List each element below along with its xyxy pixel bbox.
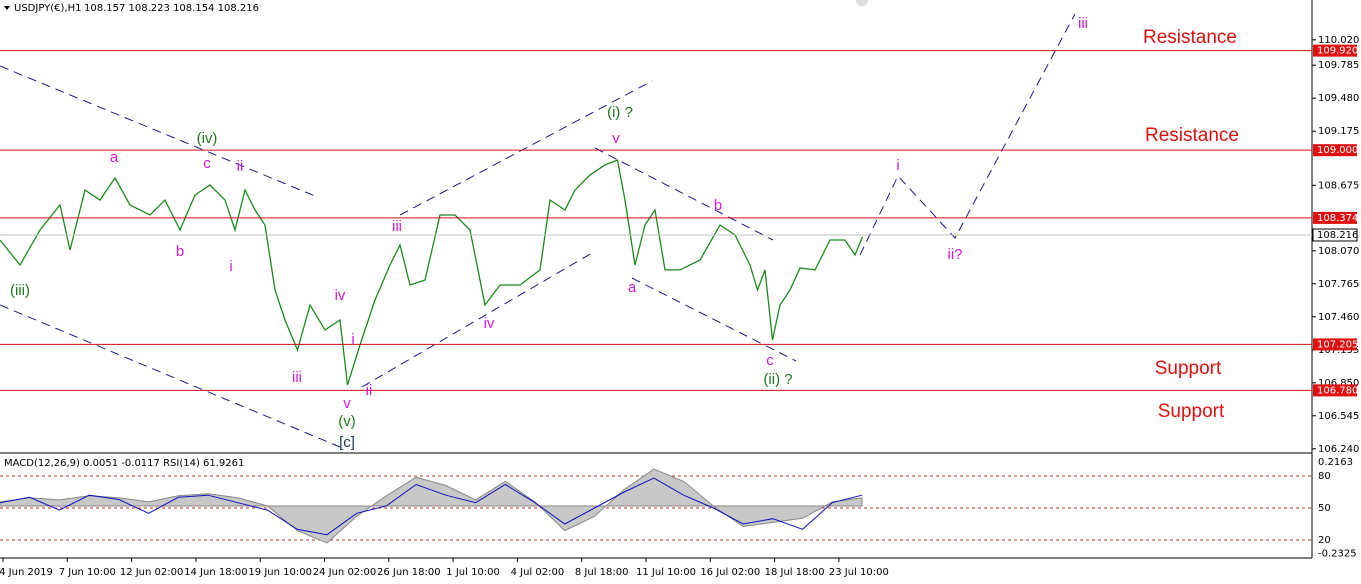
wave-label: (ii) ? bbox=[763, 371, 792, 388]
channel-line bbox=[0, 65, 316, 197]
wave-label: ii bbox=[366, 382, 373, 399]
wave-label: i bbox=[351, 331, 354, 348]
time-label: 16 Jul 02:00 bbox=[700, 567, 760, 578]
channel-line bbox=[594, 147, 774, 241]
wave-label: ii? bbox=[947, 246, 962, 263]
wave-label: (iii) bbox=[10, 282, 30, 299]
wave-label: iv bbox=[484, 315, 495, 332]
channel-line bbox=[399, 80, 653, 216]
wave-label: (iv) bbox=[197, 130, 218, 147]
level-label: 109.000 bbox=[1317, 145, 1358, 156]
wave-label: v bbox=[612, 130, 620, 147]
level-label: 109.920 bbox=[1317, 46, 1358, 57]
level-box bbox=[1313, 144, 1357, 157]
time-label: 19 Jun 10:00 bbox=[248, 567, 312, 578]
level-box bbox=[1313, 338, 1357, 351]
level-label: 108.374 bbox=[1317, 213, 1358, 224]
channel-line bbox=[0, 304, 341, 448]
wave-label: a bbox=[110, 149, 119, 166]
time-label: 8 Jul 18:00 bbox=[575, 567, 629, 578]
wave-label: iv bbox=[335, 287, 346, 304]
time-label: 24 Jun 02:00 bbox=[313, 567, 377, 578]
wave-label: c bbox=[203, 155, 211, 172]
ohlc: 108.157 108.223 108.154 108.216 bbox=[84, 3, 259, 14]
wave-label: a bbox=[628, 279, 637, 296]
rsi-level-label: 50 bbox=[1318, 503, 1331, 514]
level-caption: Support bbox=[1155, 358, 1222, 379]
price-tick-label: 110.020 bbox=[1318, 35, 1359, 46]
price-tick-label: 109.480 bbox=[1318, 93, 1359, 104]
price-tick-label: 109.785 bbox=[1318, 60, 1359, 71]
level-box bbox=[1313, 384, 1357, 397]
corner-icon bbox=[856, 0, 868, 6]
time-label: 4 Jun 2019 bbox=[0, 567, 53, 578]
wave-label: (i) ? bbox=[607, 104, 633, 121]
wave-label: ii bbox=[237, 158, 244, 175]
wave-label: i bbox=[229, 258, 232, 275]
price-tick-label: 107.765 bbox=[1318, 279, 1359, 290]
macd-histogram bbox=[0, 468, 863, 544]
price-tick-label: 108.070 bbox=[1318, 246, 1359, 257]
price-tick-label: 106.545 bbox=[1318, 411, 1359, 422]
time-label: 12 Jun 02:00 bbox=[120, 567, 184, 578]
price-tick-label: 108.675 bbox=[1318, 180, 1359, 191]
wave-label: b bbox=[714, 197, 722, 214]
price-line bbox=[0, 159, 864, 386]
channel-line bbox=[631, 277, 797, 362]
wave-label: [c] bbox=[339, 434, 355, 451]
time-label: 23 Jul 10:00 bbox=[829, 567, 889, 578]
wave-label: iii bbox=[1078, 15, 1088, 32]
wave-label: v bbox=[343, 395, 351, 412]
level-box bbox=[1313, 44, 1357, 57]
wave-label: iii bbox=[392, 218, 402, 235]
rsi-level-label: 80 bbox=[1318, 471, 1331, 482]
time-label: 4 Jul 02:00 bbox=[511, 567, 565, 578]
wave-label: i bbox=[896, 157, 899, 174]
time-label: 18 Jul 18:00 bbox=[765, 567, 825, 578]
rsi-line bbox=[0, 477, 863, 536]
price-tick-label: 106.240 bbox=[1318, 444, 1359, 455]
level-box bbox=[1313, 211, 1357, 224]
time-label: 26 Jun 18:00 bbox=[377, 567, 441, 578]
current-price-label: 108.216 bbox=[1317, 230, 1358, 241]
symbol-icon bbox=[4, 6, 10, 10]
time-label: 11 Jul 10:00 bbox=[636, 567, 696, 578]
level-caption: Support bbox=[1158, 401, 1225, 422]
wave-label: c bbox=[766, 352, 774, 369]
macd-tick-label: 0.2163 bbox=[1318, 457, 1353, 468]
indicator-title: MACD(12,26,9) 0.0051 -0.0117 RSI(14) 61.… bbox=[4, 458, 244, 469]
price-tick-label: 107.460 bbox=[1318, 312, 1359, 323]
price-tick-label: 109.175 bbox=[1318, 126, 1359, 137]
price-tick-label: 106.850 bbox=[1318, 378, 1359, 389]
macd-tick-label: -0.2325 bbox=[1318, 549, 1357, 560]
wave-label: iii bbox=[292, 369, 302, 386]
level-label: 106.780 bbox=[1317, 385, 1358, 396]
rsi-level-label: 20 bbox=[1318, 535, 1331, 546]
time-label: 7 Jun 10:00 bbox=[59, 567, 116, 578]
wave-label: (v) bbox=[338, 413, 356, 430]
trend-lines bbox=[0, 13, 1076, 448]
level-caption: Resistance bbox=[1143, 27, 1237, 48]
symbol: USDJPY(€),H1 bbox=[14, 3, 81, 14]
time-label: 14 Jun 18:00 bbox=[184, 567, 248, 578]
level-caption: Resistance bbox=[1145, 125, 1239, 146]
wave-label: b bbox=[176, 243, 184, 260]
current-price-box bbox=[1312, 228, 1358, 242]
level-label: 107.205 bbox=[1317, 339, 1358, 350]
time-label: 1 Jul 10:00 bbox=[446, 567, 500, 578]
